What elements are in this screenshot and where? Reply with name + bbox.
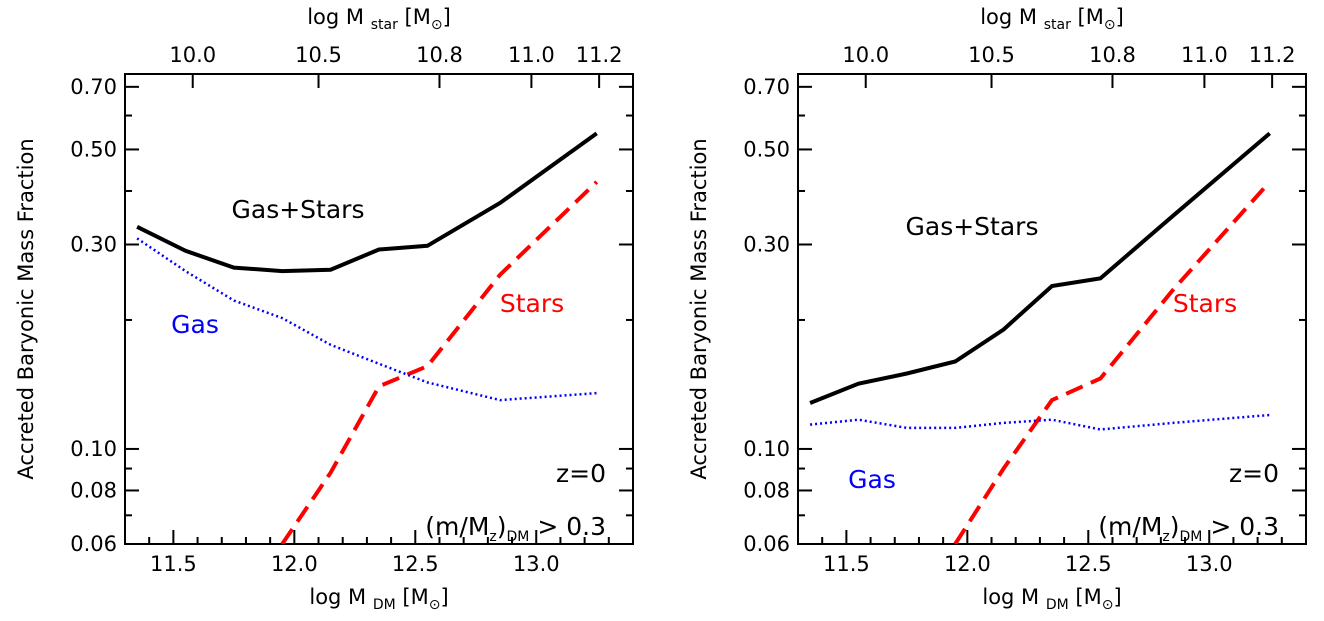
panel-left: 11.5 12.0 12.5 13.0 10.0 10.5 10.8 11.0 11.2 0.06… [14,5,634,613]
plot-frame [124,73,634,545]
label-gas: Gas [171,310,219,339]
label-redshift: z=0 [556,459,606,488]
y-tick-label: 0.06 [70,532,117,556]
panel-right: 11.5 12.0 12.5 13.0 10.0 10.5 10.8 11.0 11.2 0.06… [687,5,1307,613]
top-tick-label: 11.2 [576,43,623,67]
y-tick-label: 0.70 [70,75,117,99]
top-tick-label: 10.5 [295,43,342,67]
x-axis-title: log M DM [M⊙] [982,585,1121,613]
label-gas-stars: Gas+Stars [906,212,1039,241]
x-tick-label: 13.0 [513,552,560,576]
y-tick-label: 0.10 [743,437,790,461]
x-tick-label: 12.0 [944,552,991,576]
y-tick-label: 0.30 [743,233,790,257]
plot-frame [797,73,1307,545]
y-tick-label: 0.70 [743,75,790,99]
series-stars-line [953,180,1272,544]
y-axis-title: Accreted Baryonic Mass Fraction [14,138,38,479]
y-tick-label: 0.08 [70,478,117,502]
top-axis-title: log M star [M⊙] [980,5,1124,33]
top-tick-label: 10.8 [416,43,463,67]
top-tick-label: 10.5 [968,43,1015,67]
label-gas: Gas [848,465,896,494]
y-tick-label: 0.30 [70,233,117,257]
top-tick-label: 10.8 [1089,43,1136,67]
top-tick-label: 10.0 [842,43,889,67]
top-tick-label: 11.2 [1249,43,1296,67]
top-tick-label: 10.0 [169,43,216,67]
x-axis-title: log M DM [M⊙] [309,585,448,613]
label-gas-stars: Gas+Stars [232,195,365,224]
series-gas-line [136,237,597,402]
top-tick-label: 11.0 [1181,43,1228,67]
y-axis-title: Accreted Baryonic Mass Fraction [687,138,711,479]
x-tick-label: 13.0 [1186,552,1233,576]
label-mass-ratio: (m/Mz)DM > 0.3 [1098,512,1279,545]
x-tick-label: 12.5 [392,552,439,576]
series-stars-line [280,180,599,544]
x-tick-label: 11.5 [823,552,870,576]
x-tick-label: 11.5 [150,552,197,576]
x-tick-label: 12.0 [271,552,318,576]
y-tick-label: 0.06 [743,532,790,556]
y-tick-label: 0.50 [70,137,117,161]
y-tick-label: 0.08 [743,478,790,502]
label-stars: Stars [1173,289,1237,318]
y-tick-label: 0.50 [743,137,790,161]
label-stars: Stars [500,289,564,318]
series-gas-line [809,413,1270,431]
x-tick-label: 12.5 [1065,552,1112,576]
label-mass-ratio: (m/Mz)DM > 0.3 [425,512,606,545]
top-tick-label: 11.0 [508,43,555,67]
label-redshift: z=0 [1229,459,1279,488]
y-tick-label: 0.10 [70,437,117,461]
series-gas-stars-line [809,131,1271,405]
series-gas-stars-line [136,131,598,274]
top-axis-title: log M star [M⊙] [307,5,451,33]
